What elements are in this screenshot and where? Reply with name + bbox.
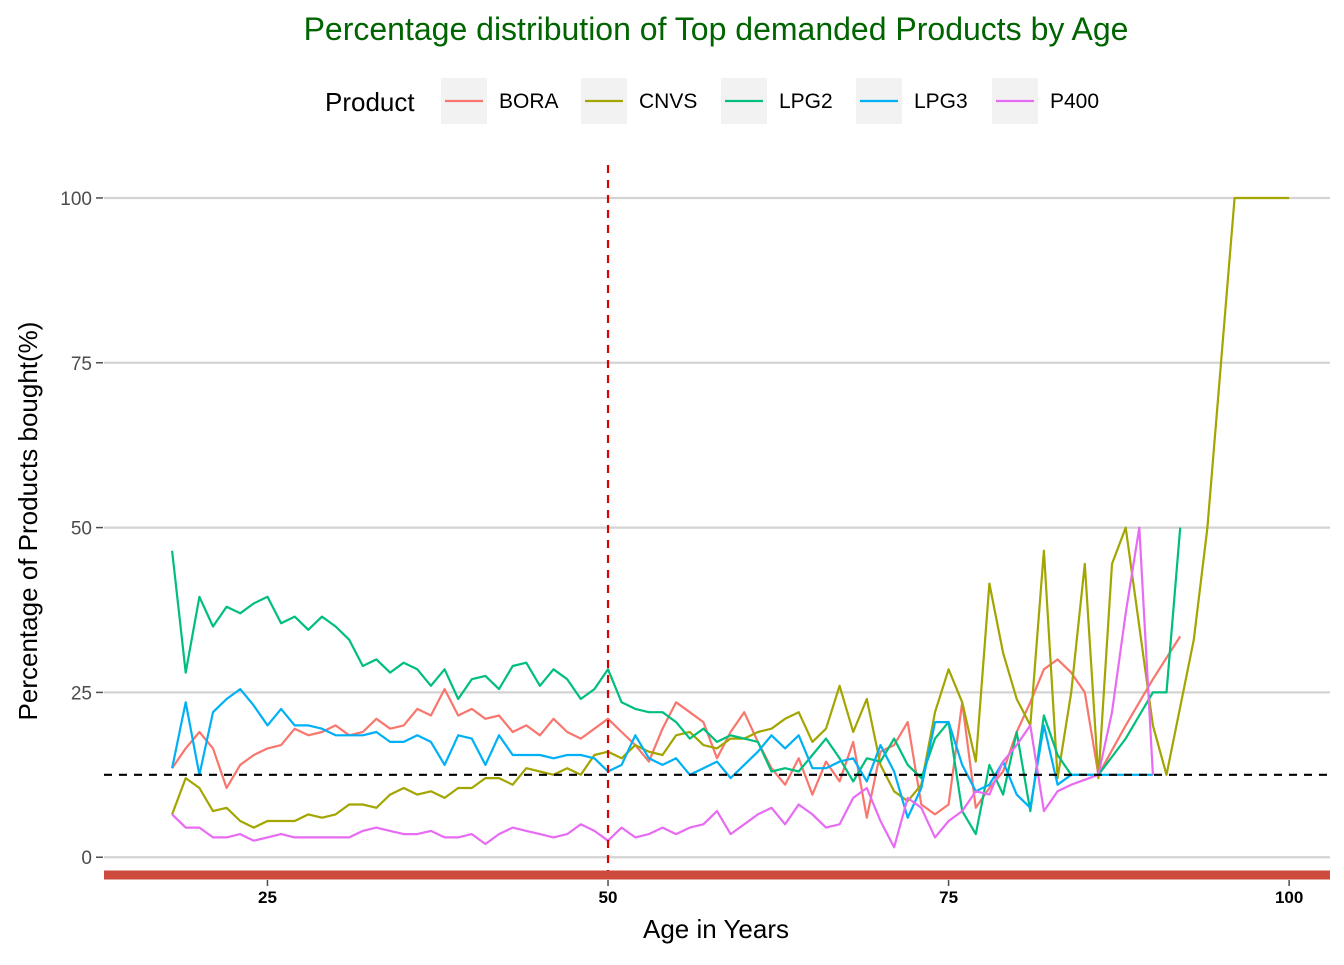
x-axis-label: Age in Years xyxy=(643,914,789,944)
reference-lines xyxy=(104,165,1330,871)
xtick-label-75: 75 xyxy=(939,888,958,907)
series-lines xyxy=(171,196,1290,849)
series-line-lpg3 xyxy=(171,688,1153,819)
legend-label-p400: P400 xyxy=(1050,90,1099,113)
ytick-label-75: 75 xyxy=(71,354,92,375)
series-line-cnvs xyxy=(171,196,1290,829)
legend-label-cnvs: CNVS xyxy=(639,90,697,113)
series-line-bora xyxy=(171,635,1182,819)
legend-label-lpg3: LPG3 xyxy=(914,90,968,113)
series-line-p400 xyxy=(171,526,1154,849)
ytick-label-50: 50 xyxy=(71,519,92,540)
ytick-label-25: 25 xyxy=(71,683,92,704)
xtick-label-25: 25 xyxy=(258,888,277,907)
xtick-label-100: 100 xyxy=(1275,888,1303,907)
ytick-label-100: 100 xyxy=(60,189,92,210)
legend-title: Product xyxy=(325,87,415,117)
axes: 0 25 50 75 100 25 50 75 100 xyxy=(60,189,1330,907)
ytick-label-0: 0 xyxy=(81,848,92,869)
legend-label-bora: BORA xyxy=(499,90,559,113)
y-axis-label: Percentage of Products bought(%) xyxy=(13,322,43,721)
chart-title: Percentage distribution of Top demanded … xyxy=(304,11,1129,47)
xtick-label-50: 50 xyxy=(599,888,618,907)
legend-label-lpg2: LPG2 xyxy=(779,90,833,113)
series-line-lpg2 xyxy=(171,527,1182,836)
legend: Product BORA CNVS LPG2 LPG3 P400 xyxy=(325,78,1099,124)
